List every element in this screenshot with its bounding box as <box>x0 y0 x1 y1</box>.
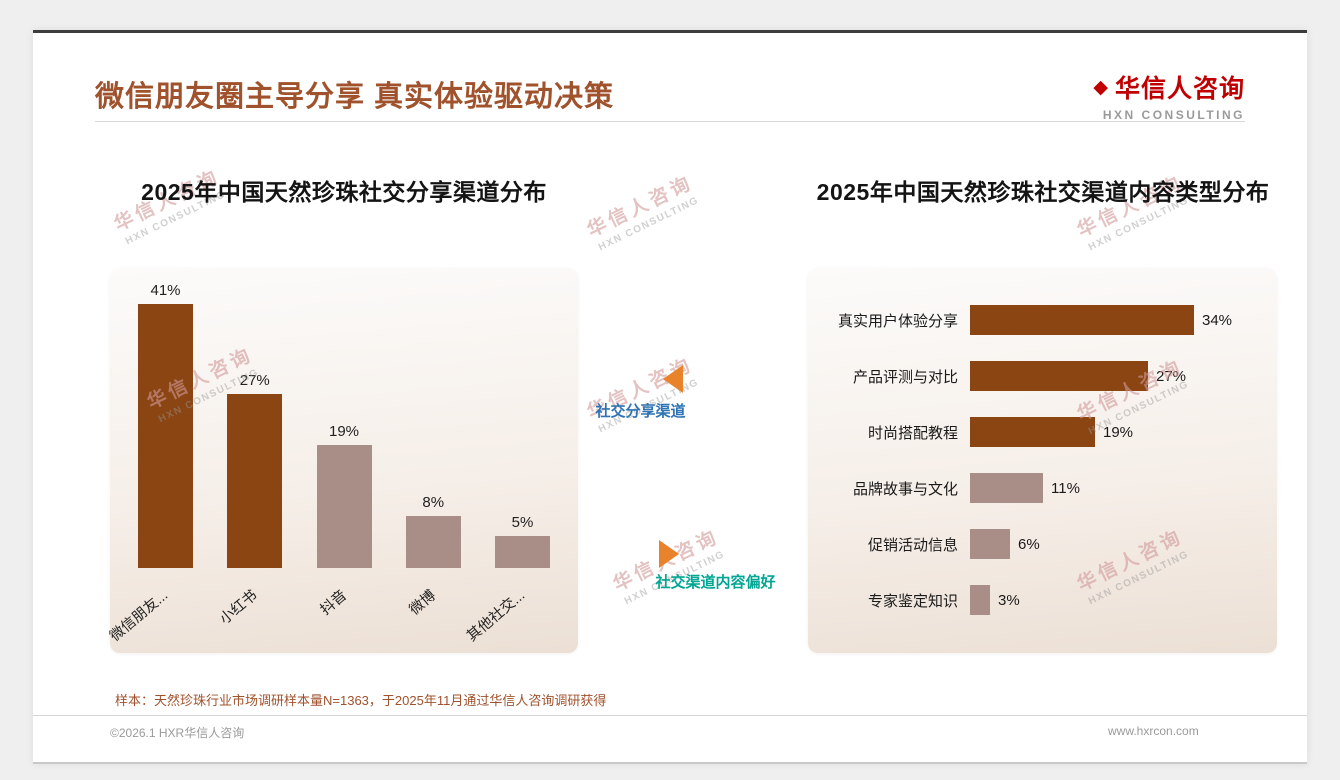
company-logo: ◆ 华信人咨询 HXN CONSULTING <box>1093 69 1245 122</box>
bar <box>970 585 990 615</box>
bar-value-label: 8% <box>422 494 445 511</box>
page-title: 微信朋友圈主导分享 真实体验驱动决策 <box>95 81 615 113</box>
right-chart-rows: 真实用户体验分享 34% 产品评测与对比 27% 时尚搭配教程 19% 品牌故事与文化 11%… <box>808 304 1277 640</box>
hbar-row: 时尚搭配教程 19% <box>808 416 1277 448</box>
category-label: 时尚搭配教程 <box>867 424 958 442</box>
category-label: 微博 <box>406 587 440 619</box>
category-label: 促销活动信息 <box>867 536 958 554</box>
bar <box>138 304 193 568</box>
vbar-group: 41% <box>138 282 193 568</box>
sample-note: 样本：天然珍珠行业市场调研样本量N=1363，于2025年11月通过华信人咨询调… <box>115 693 607 708</box>
bar-value-label: 27% <box>1156 367 1187 385</box>
share-channel-label: 社交分享渠道 <box>595 403 686 420</box>
vbar-group: 5% <box>495 514 550 568</box>
slide-card: 微信朋友圈主导分享 真实体验驱动决策 ◆ 华信人咨询 HXN CONSULTIN… <box>33 30 1307 764</box>
bar-value-label: 3% <box>998 591 1020 609</box>
bar <box>495 536 550 568</box>
bar-value-label: 41% <box>150 282 181 299</box>
arrow-left-icon <box>663 365 683 393</box>
category-label: 产品评测与对比 <box>852 368 958 386</box>
hbar-row: 产品评测与对比 27% <box>808 360 1277 392</box>
vbar-group: 8% <box>405 494 461 568</box>
footer-divider <box>33 715 1307 716</box>
bar <box>316 445 372 568</box>
category-label: 真实用户体验分享 <box>837 312 958 330</box>
bar-value-label: 5% <box>511 514 534 531</box>
bar <box>970 361 1148 391</box>
website-text: www.hxrcon.com <box>1108 724 1199 738</box>
category-label: 抖音 <box>317 587 351 619</box>
category-label: 专家鉴定知识 <box>867 592 958 610</box>
bar-value-label: 19% <box>328 423 360 440</box>
vbar-group: 27% <box>227 372 283 568</box>
bar <box>405 516 461 568</box>
bar <box>227 394 283 568</box>
copyright-text: ©2026.1 HXR华信人咨询 <box>110 726 245 740</box>
vbar-group: 19% <box>316 423 372 568</box>
arrow-right-icon <box>659 540 679 568</box>
left-chart-panel: 41% 27% 19% 8% 5% 微信朋友... 小红书 抖音 微博 其他社交... <box>108 268 578 653</box>
bar <box>970 473 1043 503</box>
category-label: 微信朋友... <box>107 587 172 645</box>
right-chart-title: 2025年中国天然珍珠社交渠道内容类型分布 <box>816 179 1270 205</box>
bar-value-label: 27% <box>239 372 270 389</box>
content-pref-label: 社交渠道内容偏好 <box>655 574 776 591</box>
category-label: 小红书 <box>217 587 261 628</box>
category-label: 品牌故事与文化 <box>852 480 958 498</box>
watermark: 华信人咨询 HXN CONSULTING <box>582 350 703 436</box>
logo-name-en: HXN CONSULTING <box>1102 108 1245 122</box>
hbar-row: 促销活动信息 6% <box>808 528 1277 560</box>
bar <box>970 305 1194 335</box>
bar-value-label: 11% <box>1051 479 1080 497</box>
left-chart-bars: 41% 27% 19% 8% 5% <box>110 268 578 568</box>
bar-value-label: 34% <box>1202 311 1233 329</box>
category-label: 其他社交... <box>464 587 529 645</box>
logo-mark-icon: ◆ <box>1093 76 1108 98</box>
hbar-row: 专家鉴定知识 3% <box>808 584 1277 616</box>
watermark-en: HXN CONSULTING <box>596 194 701 254</box>
hbar-row: 真实用户体验分享 34% <box>808 304 1277 336</box>
logo-name-cn: 华信人咨询 <box>1114 75 1245 103</box>
header-divider <box>95 121 1245 122</box>
watermark: 华信人咨询 HXN CONSULTING <box>582 168 703 254</box>
watermark-cn: 华信人咨询 <box>584 172 697 242</box>
bar-value-label: 6% <box>1018 535 1040 553</box>
bar-value-label: 19% <box>1103 423 1134 441</box>
right-chart-panel: 真实用户体验分享 34% 产品评测与对比 27% 时尚搭配教程 19% 品牌故事与文化 11%… <box>808 268 1277 653</box>
bar <box>970 417 1095 447</box>
left-chart-categories: 微信朋友... 小红书 抖音 微博 其他社交... <box>108 568 578 653</box>
left-chart-title: 2025年中国天然珍珠社交分享渠道分布 <box>141 179 547 205</box>
hbar-row: 品牌故事与文化 11% <box>808 472 1277 504</box>
bar <box>970 529 1010 559</box>
